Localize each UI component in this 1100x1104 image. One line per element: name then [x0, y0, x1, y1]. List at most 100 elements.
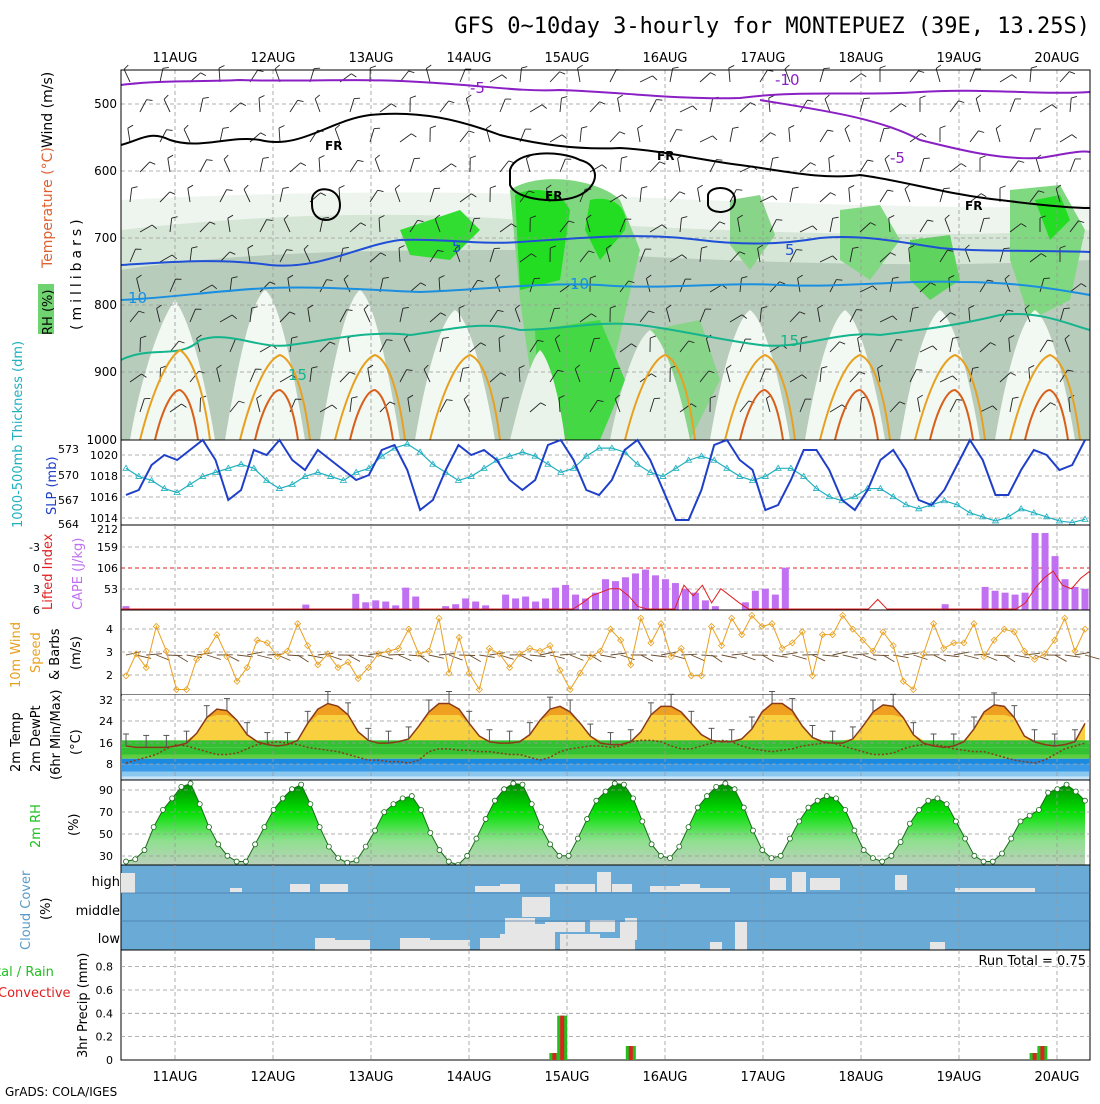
wind10m-panel: 432 10m Wind Speed & Barbs (m/s)	[9, 610, 1100, 695]
rh-marker	[732, 787, 737, 792]
cape-bar	[1042, 533, 1049, 610]
rh-tick: 70	[99, 806, 113, 819]
rh-marker	[262, 825, 267, 830]
wind-barb-flag	[124, 65, 128, 69]
cloud-low-block	[620, 922, 635, 950]
wind-barb-flag	[1031, 66, 1037, 68]
rh-marker	[280, 796, 285, 801]
bottom-date-12AUG: 12AUG	[250, 1070, 295, 1085]
cape-bar	[1052, 556, 1059, 610]
cloud-low-block	[930, 942, 945, 950]
rh-marker	[990, 859, 995, 864]
rh-marker	[714, 784, 719, 789]
wind-tick: 4	[106, 623, 113, 636]
rh-marker	[935, 796, 940, 801]
rh-marker	[621, 782, 626, 787]
rh-marker	[668, 856, 673, 861]
rh-tick: 90	[99, 784, 113, 797]
rh-marker	[631, 796, 636, 801]
top-date-19AUG: 19AUG	[936, 51, 981, 66]
cape-bar	[652, 575, 659, 610]
cloud-high-block	[290, 884, 310, 892]
pressure-tick: 800	[94, 298, 117, 312]
rh-marker	[1027, 813, 1032, 818]
rh-marker	[1064, 782, 1069, 787]
cloud-high-block	[320, 884, 338, 892]
rh-marker	[981, 859, 986, 864]
precip-tick: 0.4	[96, 1007, 114, 1020]
rh-marker	[1000, 851, 1005, 856]
top-date-12AUG: 12AUG	[250, 51, 295, 66]
ylabel-wind10-a: 10m Wind	[9, 622, 24, 688]
cloud-mid-block	[590, 920, 615, 932]
bottom-date-18AUG: 18AUG	[838, 1070, 883, 1085]
cloud-mid-block	[522, 897, 550, 917]
rh-marker	[898, 840, 903, 845]
rh-marker	[206, 825, 211, 830]
rh-marker	[612, 781, 617, 786]
wind-barb-flag	[785, 65, 789, 69]
rh-marker	[299, 782, 304, 787]
temp-band	[122, 777, 1089, 780]
ylabel-rh: RH (%)	[41, 290, 56, 335]
cloud-high-block	[597, 872, 611, 892]
label-15-b: 15	[780, 332, 799, 350]
wind-barb-flag	[163, 67, 169, 68]
rh-marker	[566, 853, 571, 858]
ylabel-wind10-b: Speed	[29, 632, 44, 673]
rh-marker	[944, 802, 949, 807]
rh-tick: 50	[99, 828, 113, 841]
cape-bar	[762, 589, 769, 610]
cloud-high-block	[700, 888, 730, 892]
cape-bar	[542, 598, 549, 610]
cloud-cover-panel: high middle low Cloud Cover (%)	[19, 865, 1090, 950]
rh-marker	[649, 842, 654, 847]
rh-tick: 30	[99, 850, 113, 863]
rh-marker	[520, 782, 525, 787]
pressure-tick: 500	[94, 97, 117, 111]
rh-marker	[483, 817, 488, 822]
cloud-low-block	[525, 924, 555, 950]
cloud-high-block	[895, 875, 907, 890]
rh-marker	[197, 802, 202, 807]
rh-marker	[474, 836, 479, 841]
label-minus5-b: -5	[890, 149, 905, 167]
rh-marker	[1009, 836, 1014, 841]
precip-conv-bar	[552, 1053, 556, 1060]
ylabel-rh2m-b: (%)	[67, 814, 82, 837]
rh-marker	[926, 798, 931, 803]
rh-marker	[465, 853, 470, 858]
wind-barb-flag	[370, 66, 376, 68]
label-5-b: 5	[785, 241, 795, 259]
rh-marker	[151, 825, 156, 830]
rh-marker	[308, 802, 313, 807]
thickness-tick: 567	[58, 494, 79, 507]
wind-barb-flag	[673, 67, 679, 68]
wind-barb-flag	[426, 65, 431, 69]
rh-marker	[861, 848, 866, 853]
cape-bar	[1002, 593, 1009, 610]
rh-marker	[575, 836, 580, 841]
rh-marker	[437, 848, 442, 853]
rh-marker	[686, 825, 691, 830]
top-date-15AUG: 15AUG	[544, 51, 589, 66]
rh-marker	[253, 842, 258, 847]
ylabel-cloud-b: (%)	[39, 898, 54, 921]
rh-marker	[502, 787, 507, 792]
ylabel-temp2m-a: 2m Temp	[9, 712, 24, 772]
cloud-high-block	[121, 873, 135, 893]
bottom-date-20AUG: 20AUG	[1034, 1070, 1079, 1085]
rh-marker	[529, 802, 534, 807]
rh-marker	[538, 825, 543, 830]
rh-marker	[419, 807, 424, 812]
rh-marker	[852, 828, 857, 833]
top-date-14AUG: 14AUG	[446, 51, 491, 66]
precip-panel: 0.80.60.40.20 Run Total = 0.75 tal / Rai…	[0, 950, 1090, 1067]
cape-bar	[612, 581, 619, 610]
rh-marker	[787, 836, 792, 841]
wind-barb-flag	[521, 67, 527, 69]
